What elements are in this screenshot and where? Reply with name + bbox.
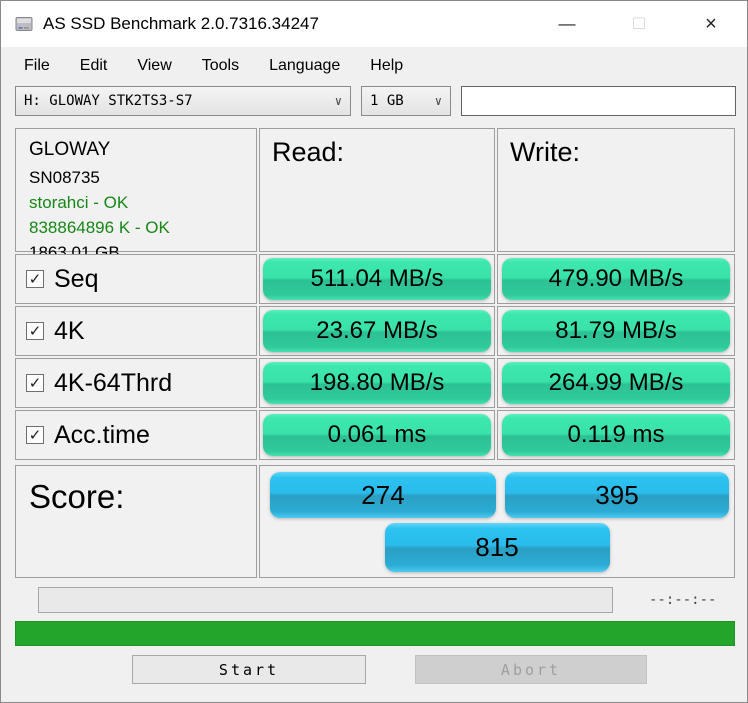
4k-write-cell: 81.79 MB/s: [497, 306, 735, 356]
drive-select[interactable]: H: GLOWAY STK2TS3-S7 ∨: [15, 86, 351, 116]
seq-checkbox[interactable]: ✓: [26, 270, 44, 288]
4k64thrd-write-cell: 264.99 MB/s: [497, 358, 735, 408]
overall-progress-bar: [15, 621, 735, 646]
drive-select-value: H: GLOWAY STK2TS3-S7: [24, 93, 193, 109]
drive-info-panel: GLOWAY SN08735 storahci - OK 838864896 K…: [15, 128, 257, 262]
drive-serial: SN08735: [29, 168, 100, 187]
abort-button: Abort: [415, 655, 647, 684]
4k-checkbox[interactable]: ✓: [26, 322, 44, 340]
test-label: Acc.time: [54, 420, 150, 449]
menu-view[interactable]: View: [137, 57, 172, 74]
maximize-icon: □: [633, 13, 645, 34]
close-button[interactable]: ×: [675, 1, 747, 47]
4k64thrd-write-result: 264.99 MB/s: [502, 362, 730, 404]
score-read: 274: [270, 472, 496, 518]
acctime-write-result: 0.119 ms: [502, 414, 730, 456]
menu-language[interactable]: Language: [269, 57, 341, 74]
seq-read-cell: 511.04 MB/s: [259, 254, 495, 304]
menu-tools[interactable]: Tools: [201, 57, 240, 74]
drive-model: GLOWAY: [29, 139, 111, 160]
driver-status: storahci - OK: [29, 193, 129, 212]
test-progress-bar: [38, 587, 613, 613]
4k-write-result: 81.79 MB/s: [502, 310, 730, 352]
checkbox-check-icon: ✓: [28, 427, 42, 444]
acctime-checkbox[interactable]: ✓: [26, 426, 44, 444]
4k64thrd-read-result: 198.80 MB/s: [263, 362, 491, 404]
window-controls: — □ ×: [531, 1, 747, 47]
4k64thrd-checkbox[interactable]: ✓: [26, 374, 44, 392]
toolbar: H: GLOWAY STK2TS3-S7 ∨ 1 GB ∨: [1, 86, 747, 116]
minimize-icon: —: [558, 14, 576, 33]
checkbox-check-icon: ✓: [28, 375, 42, 392]
score-label: Score:: [15, 465, 257, 578]
window-title: AS SSD Benchmark 2.0.7316.34247: [43, 14, 319, 33]
test-label: Seq: [54, 264, 99, 293]
menu-bar: File Edit View Tools Language Help: [1, 47, 747, 85]
chevron-down-icon: ∨: [334, 94, 342, 108]
acctime-read-cell: 0.061 ms: [259, 410, 495, 460]
menu-edit[interactable]: Edit: [79, 57, 108, 74]
checkbox-check-icon: ✓: [28, 271, 42, 288]
menu-file[interactable]: File: [24, 57, 50, 74]
4k-read-result: 23.67 MB/s: [263, 310, 491, 352]
results-grid: GLOWAY SN08735 storahci - OK 838864896 K…: [15, 128, 735, 460]
info-textbox[interactable]: [461, 86, 736, 116]
test-row-seq: ✓ Seq: [15, 254, 257, 304]
partition-offset-status: 838864896 K - OK: [29, 218, 170, 237]
acctime-write-cell: 0.119 ms: [497, 410, 735, 460]
4k-read-cell: 23.67 MB/s: [259, 306, 495, 356]
ssd-drive-icon: [14, 14, 34, 34]
test-row-4k64thrd: ✓ 4K-64Thrd: [15, 358, 257, 408]
test-label: 4K: [54, 316, 85, 345]
menu-help[interactable]: Help: [370, 57, 404, 74]
time-remaining: --:--:--: [649, 592, 717, 608]
acctime-read-result: 0.061 ms: [263, 414, 491, 456]
titlebar: AS SSD Benchmark 2.0.7316.34247 — □ ×: [1, 1, 747, 47]
4k64thrd-read-cell: 198.80 MB/s: [259, 358, 495, 408]
seq-write-cell: 479.90 MB/s: [497, 254, 735, 304]
checkbox-check-icon: ✓: [28, 323, 42, 340]
test-size-value: 1 GB: [370, 93, 404, 109]
score-total: 815: [384, 523, 610, 572]
test-size-select[interactable]: 1 GB ∨: [361, 86, 451, 116]
seq-write-result: 479.90 MB/s: [502, 258, 730, 300]
test-row-4k: ✓ 4K: [15, 306, 257, 356]
minimize-button[interactable]: —: [531, 1, 603, 47]
maximize-button[interactable]: □: [603, 1, 675, 47]
score-section: Score: 274 395 815: [15, 465, 735, 578]
read-column-header: Read:: [259, 128, 495, 252]
start-button[interactable]: Start: [132, 655, 366, 684]
test-label: 4K-64Thrd: [54, 368, 173, 397]
chevron-down-icon: ∨: [434, 94, 442, 108]
test-row-acctime: ✓ Acc.time: [15, 410, 257, 460]
close-icon: ×: [705, 12, 717, 35]
seq-read-result: 511.04 MB/s: [263, 258, 491, 300]
score-values-panel: 274 395 815: [259, 465, 735, 578]
write-column-header: Write:: [497, 128, 735, 252]
score-write: 395: [505, 472, 729, 518]
